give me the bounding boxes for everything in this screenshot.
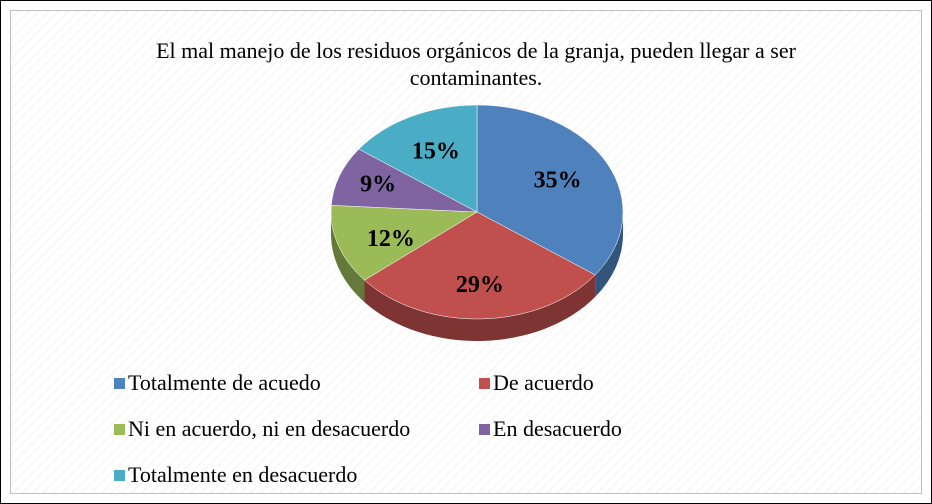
pie-slice <box>330 205 478 281</box>
legend-label: Totalmente en desacuerdo <box>128 462 358 487</box>
data-label: 9% <box>360 171 396 197</box>
chart: El mal manejo de los residuos orgánicos … <box>10 10 922 494</box>
pie-slice-side <box>331 212 365 303</box>
pie-slice-side <box>595 212 623 297</box>
pie-slice <box>364 211 596 320</box>
legend-swatch <box>114 469 125 481</box>
legend: Totalmente de acuedo De acuerdo Ni en acue… <box>114 368 874 490</box>
pie-slice <box>476 104 624 276</box>
legend-item: Totalmente en desacuerdo <box>114 460 479 490</box>
legend-label: Totalmente de acuedo <box>128 370 321 395</box>
pie-slice <box>358 104 478 213</box>
data-label: 15% <box>412 138 460 164</box>
chart-title: El mal manejo de los residuos orgánicos … <box>156 38 796 90</box>
data-label: 29% <box>456 272 504 298</box>
legend-label: De acuerdo <box>493 370 594 395</box>
pie-slice-side <box>364 274 596 341</box>
data-label: 35% <box>534 167 582 193</box>
legend-item: Ni en acuerdo, ni en desacuerdo <box>114 414 479 444</box>
legend-item: En desacuerdo <box>479 414 874 444</box>
legend-swatch <box>114 377 125 389</box>
pie-slice <box>331 148 478 213</box>
legend-swatch <box>479 423 490 435</box>
legend-swatch <box>479 377 490 389</box>
legend-label: Ni en acuerdo, ni en desacuerdo <box>128 416 411 441</box>
legend-label: En desacuerdo <box>493 416 622 441</box>
legend-item: De acuerdo <box>479 368 874 398</box>
legend-swatch <box>114 423 125 435</box>
data-label: 12% <box>367 226 415 252</box>
legend-item: Totalmente de acuedo <box>114 368 479 398</box>
